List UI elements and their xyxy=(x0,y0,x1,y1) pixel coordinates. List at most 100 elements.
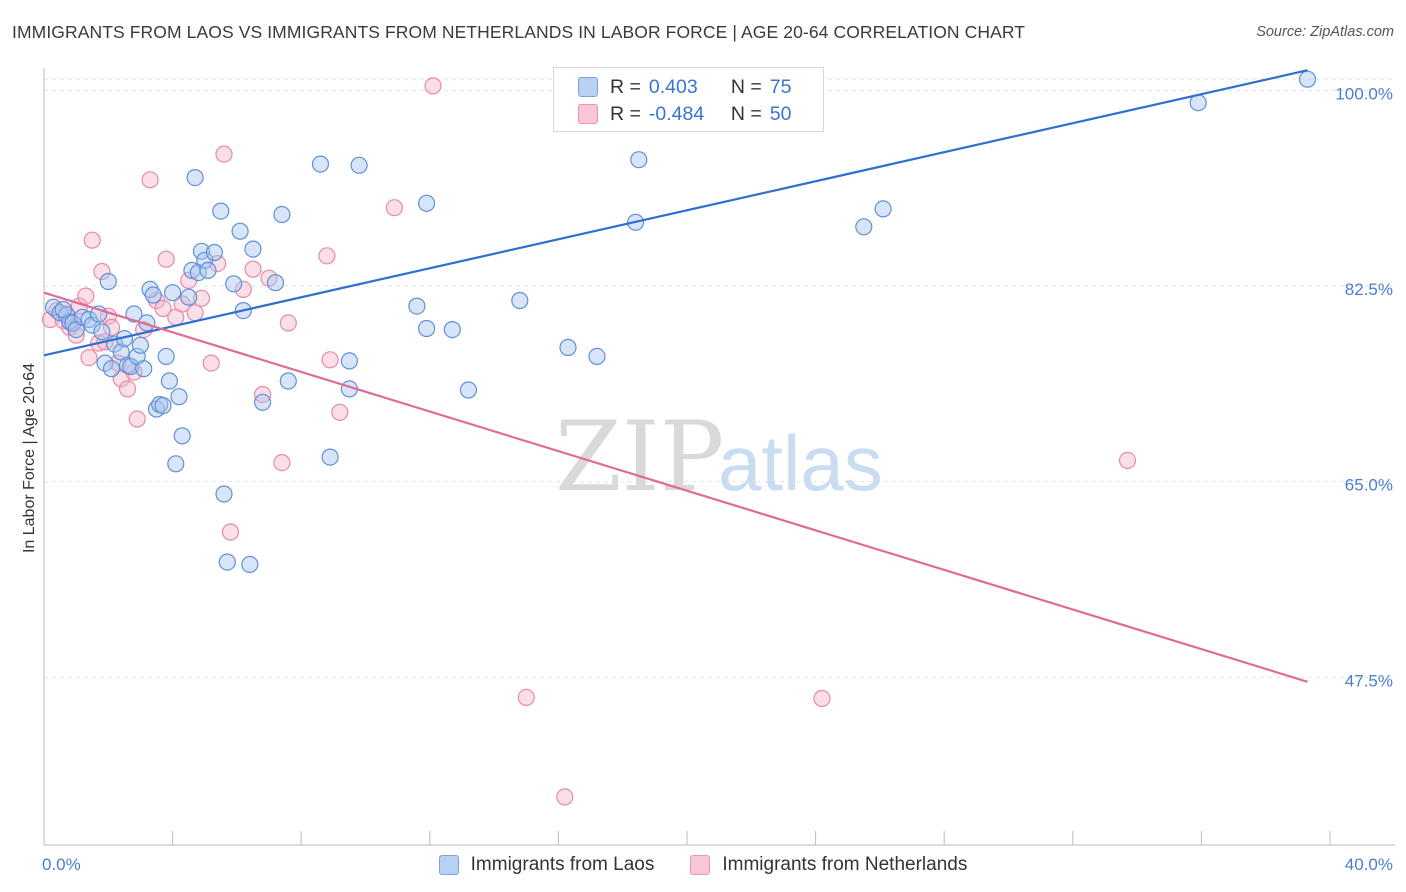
y-axis-label: In Labor Force | Age 20-64 xyxy=(21,363,38,553)
data-point-netherlands xyxy=(173,295,191,313)
x-tick-labels: 0.0% 40.0% xyxy=(42,855,1393,874)
legend-swatch-laos xyxy=(438,855,459,875)
data-point-laos xyxy=(167,455,185,473)
data-point-laos xyxy=(459,381,477,399)
watermark-atlas: atlas xyxy=(718,419,883,507)
data-point-laos xyxy=(215,485,233,503)
axes xyxy=(43,68,1395,846)
data-point-laos xyxy=(254,393,272,411)
data-point-laos xyxy=(340,352,358,370)
data-point-netherlands xyxy=(128,410,146,428)
x-tick-label-max: 40.0% xyxy=(1345,855,1393,874)
data-point-netherlands xyxy=(202,354,220,372)
data-point-netherlands xyxy=(385,199,403,217)
data-point-laos xyxy=(311,155,330,173)
data-point-netherlands xyxy=(186,304,204,322)
legend-n-value-laos: 75 xyxy=(769,75,792,98)
data-point-laos xyxy=(231,222,249,240)
data-point-laos xyxy=(874,200,892,218)
data-point-netherlands xyxy=(221,523,240,541)
legend-n-label: N = xyxy=(730,102,762,125)
chart-title: IMMIGRANTS FROM LAOS VS IMMIGRANTS FROM … xyxy=(12,22,1026,42)
data-point-laos xyxy=(144,286,162,304)
trendlines xyxy=(43,69,1308,683)
legend-n-label: N = xyxy=(730,75,762,98)
data-point-netherlands xyxy=(192,289,211,307)
legend-row-laos: R = 0.403 N = 75 xyxy=(578,74,791,100)
legend-swatch-netherlands xyxy=(690,855,711,875)
data-point-laos xyxy=(266,274,285,292)
legend-r-label: R = xyxy=(610,102,641,125)
data-point-laos xyxy=(186,169,204,187)
data-point-laos xyxy=(205,243,223,262)
data-point-laos xyxy=(855,218,873,236)
data-point-laos xyxy=(54,300,72,319)
grid-lines xyxy=(44,78,1395,678)
series-legend: Immigrants from Laos Immigrants from Net… xyxy=(0,852,1406,878)
data-point-netherlands xyxy=(234,280,252,298)
legend-item-laos: Immigrants from Laos xyxy=(438,854,655,876)
data-point-netherlands xyxy=(279,314,297,332)
data-point-netherlands xyxy=(93,262,111,281)
data-point-laos xyxy=(218,553,236,571)
data-point-laos xyxy=(192,242,211,260)
data-point-laos xyxy=(511,291,529,310)
legend-swatch-laos xyxy=(578,77,598,97)
y-tick-label: 100.0% xyxy=(1335,84,1393,103)
legend-item-netherlands: Immigrants from Netherlands xyxy=(690,854,967,876)
data-point-laos xyxy=(199,261,217,279)
data-point-laos xyxy=(279,372,297,390)
x-tick-label-min: 0.0% xyxy=(42,855,81,874)
data-point-laos xyxy=(418,319,436,338)
data-point-laos xyxy=(154,397,172,415)
data-point-laos xyxy=(225,275,243,293)
data-point-laos xyxy=(170,388,188,406)
legend-r-label: R = xyxy=(610,75,641,98)
data-point-laos xyxy=(125,305,143,323)
data-point-netherlands xyxy=(102,318,121,336)
y-tick-label: 47.5% xyxy=(1345,671,1393,690)
data-point-laos xyxy=(173,427,191,445)
data-point-laos xyxy=(273,205,291,224)
data-point-laos xyxy=(160,372,178,390)
data-point-laos xyxy=(241,555,259,574)
data-point-laos xyxy=(157,347,175,365)
data-point-laos xyxy=(93,323,111,341)
data-point-laos xyxy=(1298,70,1317,88)
data-point-netherlands xyxy=(813,689,831,708)
data-point-laos xyxy=(321,448,339,466)
data-point-laos xyxy=(559,338,577,357)
data-point-netherlands xyxy=(273,454,291,472)
data-point-laos xyxy=(131,336,149,354)
data-point-laos xyxy=(630,151,648,169)
y-tick-label: 65.0% xyxy=(1345,476,1393,495)
data-point-laos xyxy=(244,240,262,258)
legend-row-netherlands: R = -0.484 N = 50 xyxy=(578,101,791,127)
data-point-netherlands xyxy=(318,247,336,265)
legend-label-laos: Immigrants from Laos xyxy=(470,854,655,875)
y-tick-label: 82.5% xyxy=(1345,280,1393,299)
data-point-netherlands xyxy=(244,260,262,278)
legend-label-netherlands: Immigrants from Netherlands xyxy=(722,854,968,875)
data-point-netherlands xyxy=(321,351,339,369)
trendline-laos xyxy=(43,69,1308,357)
data-point-netherlands xyxy=(118,380,137,398)
data-point-netherlands xyxy=(80,349,98,367)
data-point-laos xyxy=(80,310,98,329)
data-point-laos xyxy=(418,194,436,212)
data-point-netherlands xyxy=(141,171,159,189)
data-point-laos xyxy=(350,156,368,174)
data-point-laos xyxy=(164,284,182,302)
data-point-netherlands xyxy=(209,255,227,273)
data-point-netherlands xyxy=(556,788,574,806)
data-point-laos xyxy=(99,272,117,291)
data-point-netherlands xyxy=(154,299,172,317)
data-point-laos xyxy=(212,202,230,220)
data-point-netherlands xyxy=(424,77,442,95)
legend-r-value-laos: 0.403 xyxy=(648,75,698,98)
data-point-netherlands xyxy=(83,231,101,249)
data-point-laos xyxy=(135,360,153,378)
data-point-netherlands xyxy=(331,403,349,421)
trendline-netherlands xyxy=(43,291,1308,683)
y-tick-labels: 47.5% 65.0% 82.5% 100.0% xyxy=(1335,84,1393,690)
